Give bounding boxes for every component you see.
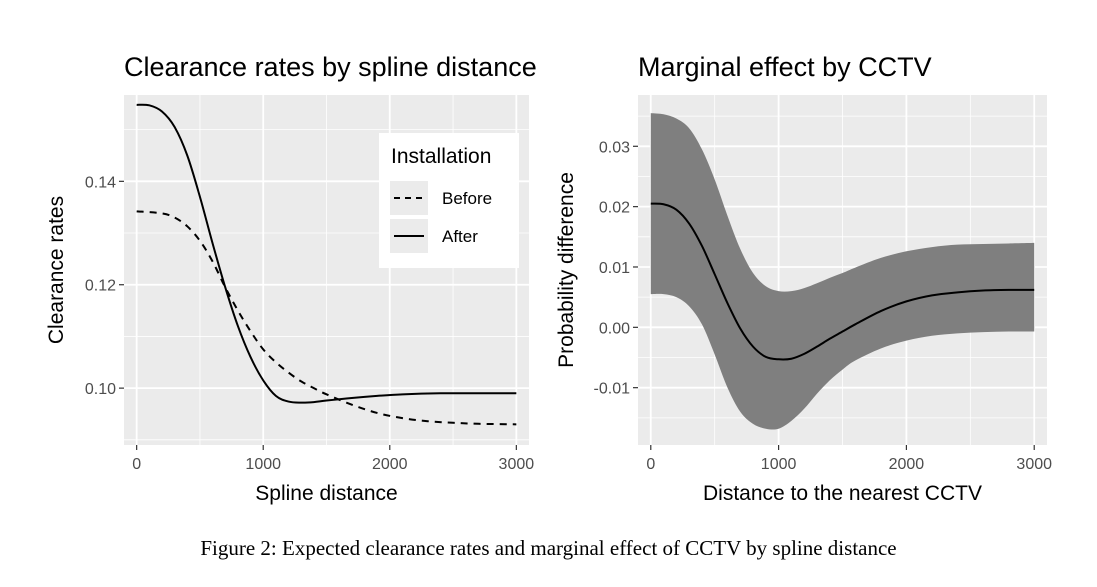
left-x-tick-label: 3000: [499, 456, 535, 473]
figure-caption: Figure 2: Expected clearance rates and m…: [200, 536, 897, 560]
legend-label-before: Before: [442, 189, 492, 208]
left-y-axis-label: Clearance rates: [45, 196, 68, 344]
right-x-tick-label: 0: [646, 456, 655, 473]
legend-title: Installation: [391, 145, 491, 168]
line-before: [136, 210, 517, 426]
right-y-tick-label: 0.02: [599, 200, 630, 217]
legend-label-after: After: [442, 227, 478, 246]
right-x-tick-label: 3000: [1016, 456, 1052, 473]
right-series: [650, 113, 1035, 430]
right-y-tick-label: -0.01: [594, 381, 631, 398]
right-x-tick-label: 1000: [761, 456, 797, 473]
legend: Installation Before After: [379, 133, 519, 268]
line-after: [136, 103, 517, 404]
right-x-tick-label: 2000: [889, 456, 925, 473]
marginal-effect-panel: Marginal effect by CCTV 0 1000 2000 3000 -0.…: [555, 52, 1052, 505]
clearance-rates-panel: Clearance rates by spline distance 0 1000…: [45, 52, 537, 505]
right-y-tick-label: 0.01: [599, 260, 630, 277]
left-y-tick-label: 0.10: [85, 381, 116, 398]
left-chart-title: Clearance rates by spline distance: [124, 52, 537, 82]
right-axis-ticks: 0 1000 2000 3000 -0.01 0.00 0.01 0.02 0.03: [594, 139, 1053, 473]
left-x-tick-label: 1000: [245, 456, 281, 473]
right-y-axis-label: Probability difference: [555, 172, 578, 368]
right-chart-title: Marginal effect by CCTV: [638, 52, 932, 82]
left-series: [136, 103, 517, 426]
confidence-band: [650, 113, 1035, 430]
left-x-axis-label: Spline distance: [255, 482, 397, 505]
left-y-tick-label: 0.12: [85, 278, 116, 295]
left-axis-ticks: 0 1000 2000 3000 0.10 0.12 0.14: [85, 174, 534, 473]
right-x-axis-label: Distance to the nearest CCTV: [703, 482, 982, 505]
left-x-tick-label: 0: [132, 456, 141, 473]
right-y-tick-label: 0.00: [599, 320, 630, 337]
left-y-tick-label: 0.14: [85, 174, 116, 191]
marginal-effect-line: [650, 202, 1035, 361]
left-x-tick-label: 2000: [372, 456, 408, 473]
right-y-tick-label: 0.03: [599, 139, 630, 156]
